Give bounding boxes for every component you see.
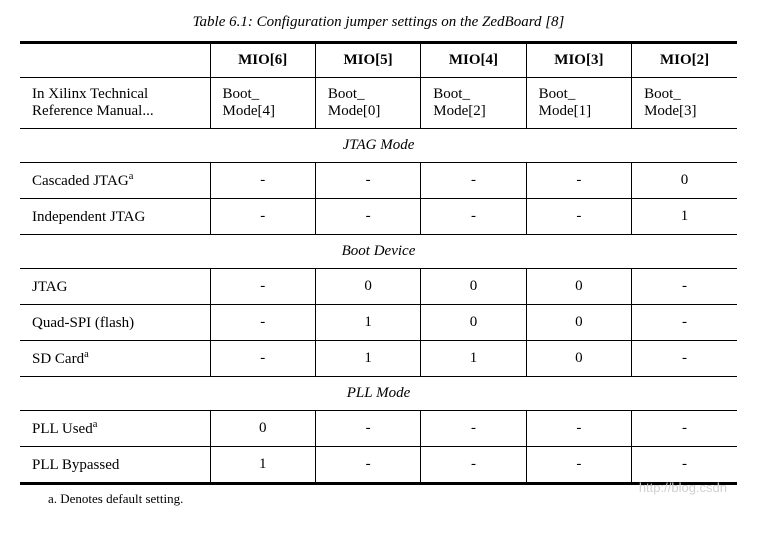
section-pll-mode-label: PLL Mode <box>20 377 737 411</box>
row-sd-card-v3: 0 <box>526 341 631 377</box>
row-pll-bypassed-v1: - <box>315 447 420 484</box>
row-jtag-v3: 0 <box>526 269 631 305</box>
row-jtag-v2: 0 <box>421 269 526 305</box>
row-independent-jtag-v0: - <box>210 199 315 235</box>
row-jtag: JTAG - 0 0 0 - <box>20 269 737 305</box>
row-pll-bypassed-label: PLL Bypassed <box>20 447 210 484</box>
row-quad-spi-v0: - <box>210 305 315 341</box>
reference-label-l1: In Xilinx Technical <box>32 86 148 102</box>
row-quad-spi: Quad-SPI (flash) - 1 0 0 - <box>20 305 737 341</box>
header-mio5: MIO[5] <box>315 43 420 78</box>
reference-c3: Boot_Mode[2] <box>421 78 526 129</box>
header-mio6: MIO[6] <box>210 43 315 78</box>
row-pll-bypassed-v2: - <box>421 447 526 484</box>
row-sd-card-label: SD Carda <box>20 341 210 377</box>
row-quad-spi-label: Quad-SPI (flash) <box>20 305 210 341</box>
row-pll-used-v0: 0 <box>210 411 315 447</box>
row-pll-bypassed: PLL Bypassed 1 - - - - <box>20 447 737 484</box>
reference-c5: Boot_Mode[3] <box>632 78 737 129</box>
footnote: a. Denotes default setting. <box>48 491 737 507</box>
row-cascaded-jtag-label: Cascaded JTAGa <box>20 163 210 199</box>
row-sd-card-v1: 1 <box>315 341 420 377</box>
row-independent-jtag-v3: - <box>526 199 631 235</box>
config-table: MIO[6] MIO[5] MIO[4] MIO[3] MIO[2] In Xi… <box>20 41 737 485</box>
row-sd-card-v2: 1 <box>421 341 526 377</box>
row-sd-card-v4: - <box>632 341 737 377</box>
row-quad-spi-v3: 0 <box>526 305 631 341</box>
row-cascaded-jtag: Cascaded JTAGa - - - - 0 <box>20 163 737 199</box>
row-quad-spi-v2: 0 <box>421 305 526 341</box>
row-independent-jtag-v4: 1 <box>632 199 737 235</box>
reference-row: In Xilinx Technical Reference Manual... … <box>20 78 737 129</box>
reference-c1: Boot_Mode[4] <box>210 78 315 129</box>
reference-c4: Boot_Mode[1] <box>526 78 631 129</box>
row-pll-bypassed-v0: 1 <box>210 447 315 484</box>
row-cascaded-jtag-v3: - <box>526 163 631 199</box>
header-row: MIO[6] MIO[5] MIO[4] MIO[3] MIO[2] <box>20 43 737 78</box>
row-pll-bypassed-v3: - <box>526 447 631 484</box>
section-pll-mode: PLL Mode <box>20 377 737 411</box>
row-independent-jtag: Independent JTAG - - - - 1 <box>20 199 737 235</box>
row-pll-bypassed-v4: - <box>632 447 737 484</box>
row-cascaded-jtag-v2: - <box>421 163 526 199</box>
row-jtag-v4: - <box>632 269 737 305</box>
row-pll-used-v4: - <box>632 411 737 447</box>
row-pll-used: PLL Useda 0 - - - - <box>20 411 737 447</box>
row-pll-used-label: PLL Useda <box>20 411 210 447</box>
header-blank <box>20 43 210 78</box>
header-mio2: MIO[2] <box>632 43 737 78</box>
row-pll-used-v2: - <box>421 411 526 447</box>
row-pll-used-v3: - <box>526 411 631 447</box>
row-quad-spi-v1: 1 <box>315 305 420 341</box>
row-cascaded-jtag-v4: 0 <box>632 163 737 199</box>
row-pll-used-v1: - <box>315 411 420 447</box>
row-jtag-label: JTAG <box>20 269 210 305</box>
row-sd-card: SD Carda - 1 1 0 - <box>20 341 737 377</box>
header-mio4: MIO[4] <box>421 43 526 78</box>
row-independent-jtag-v2: - <box>421 199 526 235</box>
section-boot-device-label: Boot Device <box>20 235 737 269</box>
section-jtag-mode: JTAG Mode <box>20 129 737 163</box>
row-jtag-v0: - <box>210 269 315 305</box>
row-independent-jtag-v1: - <box>315 199 420 235</box>
row-jtag-v1: 0 <box>315 269 420 305</box>
row-sd-card-v0: - <box>210 341 315 377</box>
row-cascaded-jtag-v0: - <box>210 163 315 199</box>
section-jtag-mode-label: JTAG Mode <box>20 129 737 163</box>
section-boot-device: Boot Device <box>20 235 737 269</box>
reference-label: In Xilinx Technical Reference Manual... <box>20 78 210 129</box>
reference-c2: Boot_Mode[0] <box>315 78 420 129</box>
header-mio3: MIO[3] <box>526 43 631 78</box>
reference-label-l2: Reference Manual... <box>32 103 154 119</box>
row-independent-jtag-label: Independent JTAG <box>20 199 210 235</box>
row-quad-spi-v4: - <box>632 305 737 341</box>
table-caption: Table 6.1: Configuration jumper settings… <box>20 14 737 31</box>
row-cascaded-jtag-v1: - <box>315 163 420 199</box>
